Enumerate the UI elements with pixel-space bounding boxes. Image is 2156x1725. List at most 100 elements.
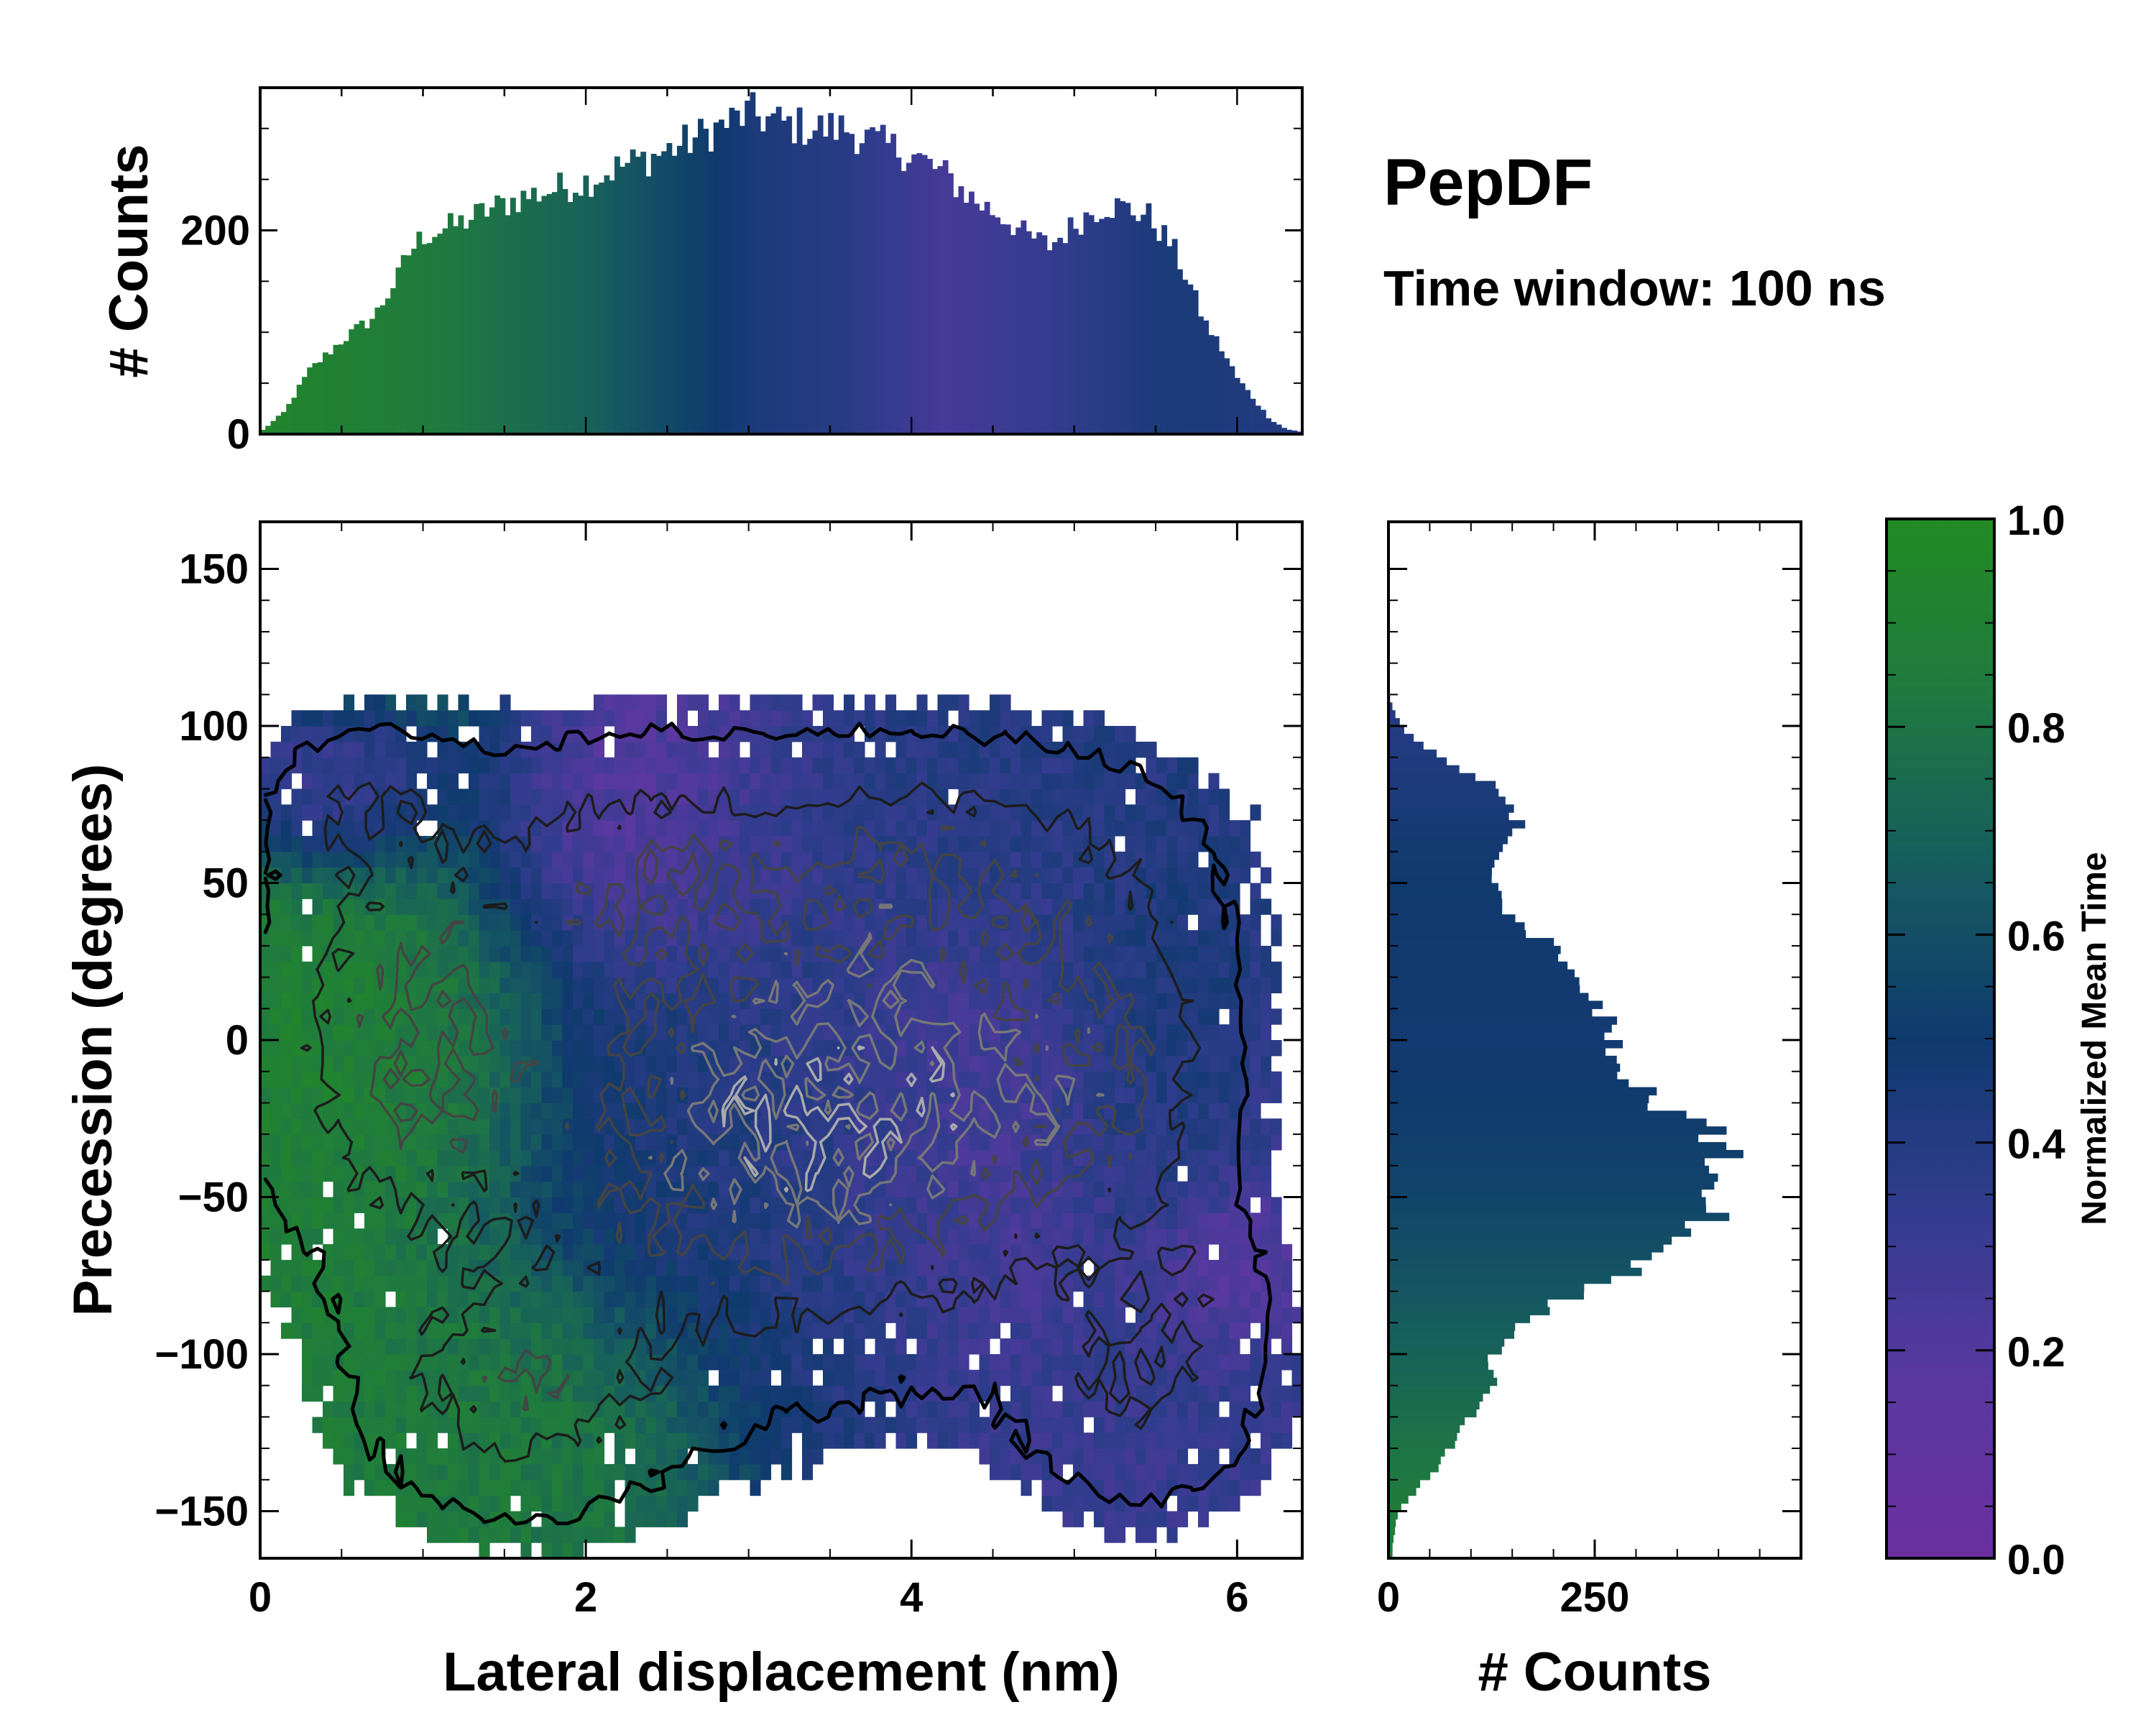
density-cell [865,993,876,1009]
density-cell [1021,1354,1032,1371]
density-cell [1052,1338,1064,1355]
density-cell [1083,1244,1095,1261]
density-cell [374,1244,386,1261]
density-cell [333,851,344,868]
density-cell [395,883,407,899]
density-cell [583,710,594,727]
density-cell [281,804,292,821]
top-bar-71 [630,149,636,434]
density-cell [677,1275,688,1292]
density-cell [479,1495,490,1512]
density-cell [1146,1275,1157,1292]
top-bar-123 [900,170,907,434]
density-cell [479,1527,490,1543]
density-cell [458,1040,469,1057]
density-cell [1166,1244,1178,1261]
density-cell [1229,1087,1240,1103]
density-cell [573,930,584,947]
top-bar-159 [1088,215,1095,434]
density-cell [1125,836,1136,852]
density-cell [1219,1040,1230,1057]
density-cell [354,1401,365,1417]
density-cell [594,1055,605,1072]
density-cell [510,1103,522,1119]
density-cell [281,867,292,884]
density-cell [687,1275,699,1292]
density-cell [531,1087,543,1103]
top-bar-81 [682,124,688,435]
density-cell [1135,930,1147,947]
density-cell [344,757,355,774]
density-cell [552,836,563,852]
density-cell [1208,1024,1220,1041]
density-cell [333,1181,344,1197]
density-cell [416,1087,428,1103]
density-cell [1031,788,1043,805]
top-bar-196 [1281,428,1287,434]
density-cell [1219,961,1230,978]
density-cell [666,851,678,868]
top-bar-187 [1234,377,1240,434]
density-cell [729,710,740,727]
density-cell [573,1307,584,1323]
density-cell [906,741,918,758]
density-cell [1156,804,1168,821]
density-cell [1135,1244,1147,1261]
density-cell [1177,1275,1189,1292]
density-cell [270,883,282,899]
density-cell [1104,1024,1115,1041]
density-cell [625,757,636,774]
density-cell [1156,1463,1168,1481]
density-cell [374,914,386,931]
density-cell [687,1479,699,1496]
density-cell [937,1432,949,1449]
density-cell [302,867,313,884]
density-cell [906,804,918,821]
density-cell [520,1307,532,1323]
top-bar-173 [1161,225,1168,434]
density-cell [562,1259,573,1276]
density-cell [489,945,501,962]
density-cell [719,993,730,1009]
density-cell [1135,1149,1147,1167]
density-cell [760,1448,772,1465]
top-bar-165 [1120,201,1126,434]
density-cell [1041,836,1053,852]
density-cell [499,1479,511,1496]
density-cell [1000,1149,1011,1167]
top-bar-181 [1203,320,1210,434]
density-cell [1021,1040,1032,1057]
density-cell [1229,1432,1240,1449]
density-cell [354,898,365,915]
density-cell [510,1259,522,1276]
density-cell [1219,993,1230,1009]
density-cell [594,883,605,899]
density-cell [677,867,688,884]
density-cell [1125,1228,1136,1245]
density-cell [520,1244,532,1261]
density-cell [1250,977,1261,993]
density-cell [395,1259,407,1276]
density-cell [520,773,532,789]
density-cell [1166,1055,1178,1072]
density-cell [594,961,605,978]
density-cell [552,1244,563,1261]
density-cell [823,1385,834,1402]
density-cell [781,1432,793,1449]
density-cell [1208,930,1220,947]
density-cell [406,1259,418,1276]
density-cell [1166,993,1178,1009]
density-cell [1166,1417,1178,1433]
density-cell [1146,1149,1157,1167]
density-cell [1166,1448,1178,1465]
density-cell [385,1385,397,1402]
density-cell [1281,1307,1293,1323]
density-cell [1198,1071,1210,1088]
density-cell [1062,1181,1074,1197]
density-cell [552,1181,563,1197]
density-cell [594,1527,605,1543]
density-cell [927,1275,939,1292]
density-cell [573,1338,584,1355]
density-cell [1229,1338,1240,1355]
density-cell [1166,1291,1178,1307]
